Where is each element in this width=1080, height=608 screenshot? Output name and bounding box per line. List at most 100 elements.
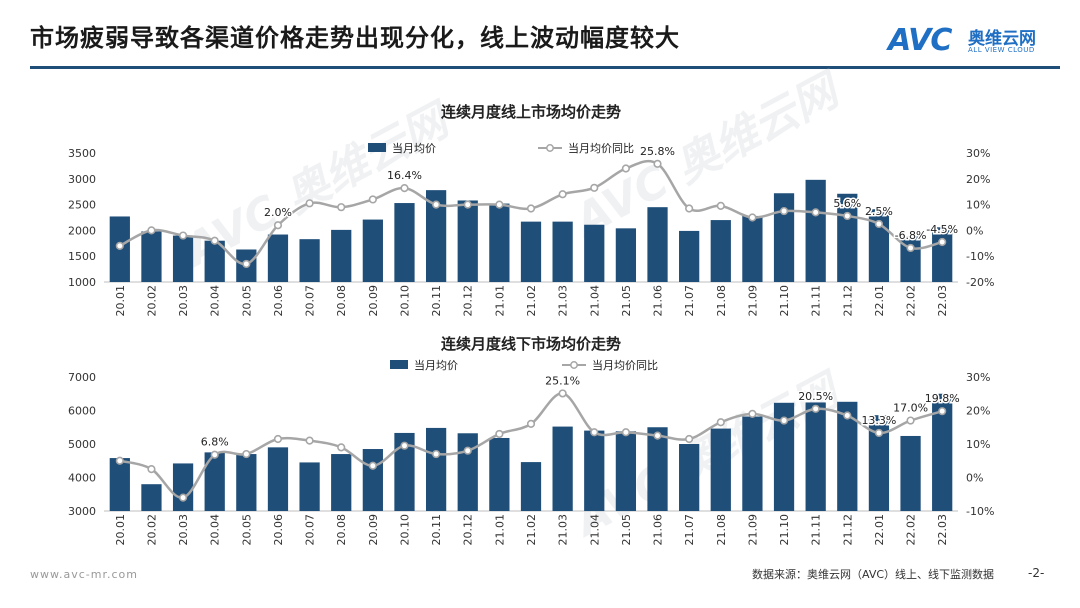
yoy-point bbox=[115, 241, 124, 250]
bar bbox=[868, 415, 890, 511]
bar bbox=[204, 452, 225, 511]
yoy-point bbox=[463, 200, 472, 209]
x-tick-label: 21.12 bbox=[841, 514, 854, 546]
x-tick-label: 20.07 bbox=[304, 514, 317, 546]
bar bbox=[425, 190, 447, 282]
x-tick-label: 22.03 bbox=[936, 285, 949, 317]
x-tick-label: 20.04 bbox=[209, 285, 222, 317]
data-label: -4.5% bbox=[926, 223, 958, 236]
x-tick-label: 20.07 bbox=[304, 285, 317, 317]
data-label: 17.0% bbox=[893, 402, 928, 415]
yoy-point bbox=[115, 456, 124, 465]
logo-en-text: ALL VIEW CLOUD bbox=[968, 46, 1035, 54]
x-tick-label: 21.05 bbox=[620, 285, 633, 317]
bar bbox=[584, 430, 605, 511]
bar bbox=[647, 427, 668, 511]
x-tick-label: 20.12 bbox=[462, 514, 475, 546]
y-tick-label: 2000 bbox=[68, 224, 96, 237]
yoy-point bbox=[653, 159, 662, 168]
bar bbox=[552, 221, 573, 282]
yoy-point bbox=[400, 441, 409, 450]
yoy-point bbox=[463, 446, 472, 455]
yoy-point bbox=[716, 201, 725, 210]
yoy-point bbox=[590, 183, 599, 192]
y2-tick-label: -10% bbox=[966, 505, 994, 518]
x-tick-label: 22.01 bbox=[873, 285, 886, 317]
x-tick-label: 20.03 bbox=[177, 285, 190, 317]
yoy-point bbox=[811, 404, 820, 413]
y-tick-label: 1000 bbox=[68, 276, 96, 289]
yoy-point bbox=[779, 206, 789, 216]
title-divider bbox=[30, 66, 1060, 69]
data-label: -6.8% bbox=[895, 229, 927, 242]
yoy-point bbox=[147, 465, 156, 474]
footer-url: www.avc-mr.com bbox=[30, 568, 138, 581]
yoy-point bbox=[432, 200, 441, 209]
x-tick-label: 21.02 bbox=[525, 285, 538, 317]
yoy-point bbox=[906, 243, 915, 253]
yoy-point bbox=[305, 199, 314, 208]
yoy-point bbox=[273, 221, 283, 230]
y-tick-label: 2500 bbox=[68, 199, 96, 212]
yoy-point bbox=[147, 226, 156, 235]
bar bbox=[900, 435, 921, 511]
data-label: 19.8% bbox=[925, 392, 960, 405]
bar bbox=[394, 203, 415, 282]
page-title: 市场疲弱导致各渠道价格走势出现分化，线上波动幅度较大 bbox=[30, 24, 680, 52]
bar bbox=[172, 235, 194, 282]
x-tick-label: 20.06 bbox=[272, 514, 285, 546]
x-tick-label: 21.03 bbox=[557, 514, 570, 546]
x-tick-label: 21.08 bbox=[715, 514, 728, 546]
legend-line-label: 当月均价同比 bbox=[592, 358, 658, 372]
yoy-point bbox=[526, 419, 536, 429]
yoy-point bbox=[273, 434, 283, 444]
y-tick-label: 3000 bbox=[68, 505, 96, 518]
x-tick-label: 22.02 bbox=[905, 514, 918, 546]
y-tick-label: 1500 bbox=[68, 250, 96, 263]
yoy-point bbox=[368, 195, 377, 204]
chart-title: 连续月度线上市场均价走势 bbox=[441, 103, 621, 121]
yoy-point bbox=[906, 416, 915, 425]
page-number: -2- bbox=[1028, 566, 1045, 580]
x-tick-label: 20.05 bbox=[240, 514, 253, 546]
x-tick-label: 20.12 bbox=[462, 285, 475, 317]
bar bbox=[932, 393, 953, 511]
y2-tick-label: 30% bbox=[966, 371, 990, 384]
y2-tick-label: 20% bbox=[966, 405, 990, 418]
x-tick-label: 20.06 bbox=[272, 285, 285, 317]
x-tick-label: 21.08 bbox=[715, 285, 728, 317]
y-tick-label: 4000 bbox=[68, 472, 96, 485]
y2-tick-label: 10% bbox=[966, 199, 990, 212]
x-tick-label: 21.06 bbox=[652, 514, 665, 546]
yoy-point bbox=[716, 418, 725, 427]
data-label: 2.0% bbox=[264, 206, 292, 219]
bar bbox=[837, 401, 858, 511]
bar bbox=[710, 220, 731, 282]
bar bbox=[204, 240, 225, 282]
bar bbox=[141, 231, 162, 282]
yoy-point bbox=[685, 434, 694, 444]
legend-bar-swatch bbox=[368, 143, 386, 152]
x-tick-label: 20.11 bbox=[430, 285, 443, 317]
yoy-point bbox=[621, 428, 630, 437]
yoy-point bbox=[938, 407, 947, 416]
bar bbox=[679, 230, 700, 282]
bar bbox=[299, 462, 320, 511]
y-tick-label: 3500 bbox=[68, 147, 96, 160]
yoy-point bbox=[305, 436, 314, 445]
yoy-point bbox=[590, 428, 599, 437]
y-tick-label: 3000 bbox=[68, 173, 96, 186]
yoy-point bbox=[178, 231, 188, 240]
bar bbox=[109, 458, 130, 511]
x-tick-label: 20.09 bbox=[367, 514, 380, 546]
logo-mark: AVC bbox=[888, 23, 952, 58]
legend-bar-swatch bbox=[390, 360, 408, 369]
bar bbox=[773, 402, 795, 511]
y-tick-label: 7000 bbox=[68, 371, 96, 384]
data-label: 25.8% bbox=[640, 145, 675, 158]
data-label: 13.3% bbox=[861, 414, 896, 427]
y2-tick-label: 0% bbox=[966, 224, 983, 237]
bar bbox=[647, 207, 668, 282]
yoy-point bbox=[621, 164, 630, 173]
